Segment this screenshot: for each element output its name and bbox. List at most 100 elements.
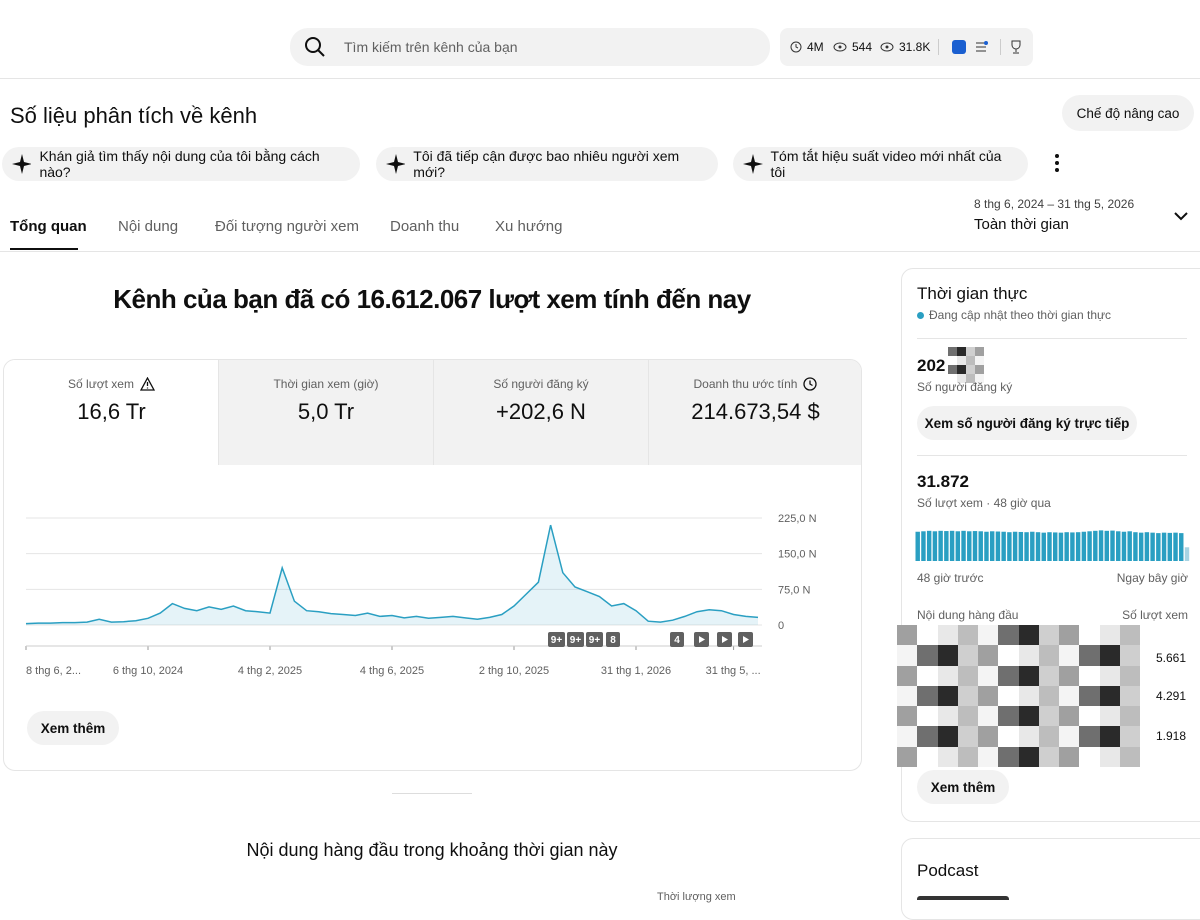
mosaic-cell: [1059, 645, 1080, 666]
metric-tab[interactable]: Thời gian xem (giờ) 5,0 Tr: [218, 360, 433, 465]
metric-value: 5,0 Tr: [297, 399, 355, 424]
mosaic-cell: [897, 665, 918, 686]
realtime-bar: [984, 531, 989, 561]
badge: [670, 632, 684, 647]
realtime-bar: [1058, 532, 1064, 561]
realtime-bar: [961, 530, 966, 561]
realtime-bar: [949, 530, 955, 561]
tab[interactable]: Đối tượng người xem: [215, 218, 359, 235]
realtime-bar: [1047, 532, 1052, 561]
mosaic-cell: [975, 356, 984, 365]
tab[interactable]: Xu hướng: [495, 218, 563, 235]
mosaic-cell: [957, 706, 978, 727]
mosaic-cell: [1059, 665, 1080, 686]
mosaic-cell: [937, 746, 958, 767]
dropdown-icon[interactable]: [1173, 210, 1189, 222]
realtime-more-button[interactable]: Xem thêm: [917, 770, 1009, 804]
mosaic-cell: [1119, 685, 1140, 706]
badge: [586, 632, 603, 647]
tab[interactable]: Doanh thu: [390, 218, 460, 235]
list-icon[interactable]: [975, 40, 989, 54]
eye-icon: [833, 42, 847, 52]
metric-value: 16,6 Tr: [77, 399, 146, 424]
mosaic-cell: [1059, 706, 1080, 727]
play-icon: [722, 636, 728, 643]
clock-icon: [803, 377, 818, 391]
mosaic-cell: [1018, 726, 1039, 747]
sparkle-icon: [12, 154, 32, 174]
divider: [938, 39, 939, 55]
ext-icon[interactable]: [952, 40, 966, 54]
mosaic-cell: [957, 665, 978, 686]
badge-label: 9+: [589, 635, 601, 646]
tab[interactable]: Nội dung: [118, 218, 179, 235]
mosaic-cell: [978, 685, 999, 706]
realtime-title: Thời gian thực: [917, 284, 1028, 303]
section-title: Nội dung hàng đầu trong khoảng thời gian…: [246, 840, 618, 860]
more-button[interactable]: Xem thêm: [27, 711, 119, 745]
realtime-bar: [978, 531, 983, 561]
mosaic-cell: [1079, 665, 1100, 686]
mosaic-cell: [1018, 685, 1039, 706]
realtime-views: 31.872: [917, 472, 969, 491]
top-value: 1.918: [1156, 729, 1187, 743]
date-range-label[interactable]: Toàn thời gian: [974, 216, 1069, 233]
mosaic-cell: [1018, 645, 1039, 666]
mosaic-cell: [957, 365, 966, 374]
realtime-bar: [1144, 532, 1150, 561]
mosaic-cell: [978, 746, 999, 767]
x-tick-label: 6 thg 10, 2024: [113, 665, 183, 677]
metric-tab[interactable]: Số lượt xem 16,6 Tr: [4, 360, 219, 465]
mosaic-cell: [1099, 746, 1120, 767]
mosaic-cell: [1099, 706, 1120, 727]
divider: [917, 338, 1187, 339]
blurred-digits: [948, 347, 984, 383]
metric-value: +202,6 N: [496, 399, 586, 424]
realtime-bar: [1110, 530, 1115, 561]
realtime-bar: [1064, 532, 1069, 561]
mosaic-cell: [1038, 645, 1059, 666]
mosaic-cell: [1059, 625, 1080, 646]
stats-bar: 4M 544 31.8K: [780, 28, 1033, 66]
realtime-bar: [1133, 532, 1138, 561]
mosaic-cell: [917, 706, 938, 727]
mosaic-cell: [1119, 665, 1140, 686]
suggestion-chip[interactable]: Tóm tắt hiệu suất video mới nhất của tôi: [733, 147, 1028, 181]
mosaic-cell: [937, 665, 958, 686]
play-icon: [743, 636, 749, 643]
tab[interactable]: Tổng quan: [10, 218, 87, 235]
mosaic-cell: [917, 665, 938, 686]
subscriber-label: Số người đăng ký: [917, 380, 1013, 394]
mosaic-cell: [1099, 645, 1120, 666]
mosaic-cell: [897, 726, 918, 747]
live-subscribers-button[interactable]: Xem số người đăng ký trực tiếp: [917, 406, 1137, 440]
metric-tab[interactable]: Số người đăng ký +202,6 N: [433, 360, 648, 465]
mosaic-cell: [1079, 726, 1100, 747]
end-label: Ngay bây giờ: [1116, 571, 1188, 585]
mosaic-cell: [957, 746, 978, 767]
mosaic-cell: [957, 347, 966, 356]
realtime-bar: [926, 530, 932, 561]
line-area: [26, 525, 758, 625]
realtime-bar: [1138, 532, 1144, 561]
top-column: Số lượt xem: [1122, 608, 1188, 622]
more-icon[interactable]: [1050, 152, 1064, 174]
mosaic-cell: [917, 726, 938, 747]
mosaic-cell: [1079, 685, 1100, 706]
mosaic-cell: [917, 625, 938, 646]
x-tick-label: 31 thg 1, 2026: [601, 665, 671, 677]
suggestion-text: Tôi đã tiếp cận được bao nhiêu người xem…: [413, 148, 680, 180]
warning-icon: [139, 377, 155, 391]
trophy-icon[interactable]: [1009, 39, 1023, 55]
divider: [1000, 39, 1001, 55]
suggestion-chip[interactable]: Khán giả tìm thấy nội dung của tôi bằng …: [2, 147, 360, 181]
suggestion-chip[interactable]: Tôi đã tiếp cận được bao nhiêu người xem…: [376, 147, 718, 181]
advanced-button[interactable]: Chế độ nâng cao: [1062, 95, 1194, 131]
realtime-bar: [1087, 531, 1092, 561]
mosaic-cell: [937, 685, 958, 706]
realtime-bar: [1041, 532, 1046, 561]
search-box[interactable]: Tìm kiếm trên kênh của bạn: [290, 28, 770, 66]
badge-label: 9+: [551, 635, 563, 646]
metric-tab[interactable]: Doanh thu ước tính 214.673,54 $: [648, 360, 861, 465]
search-icon: [305, 37, 325, 57]
